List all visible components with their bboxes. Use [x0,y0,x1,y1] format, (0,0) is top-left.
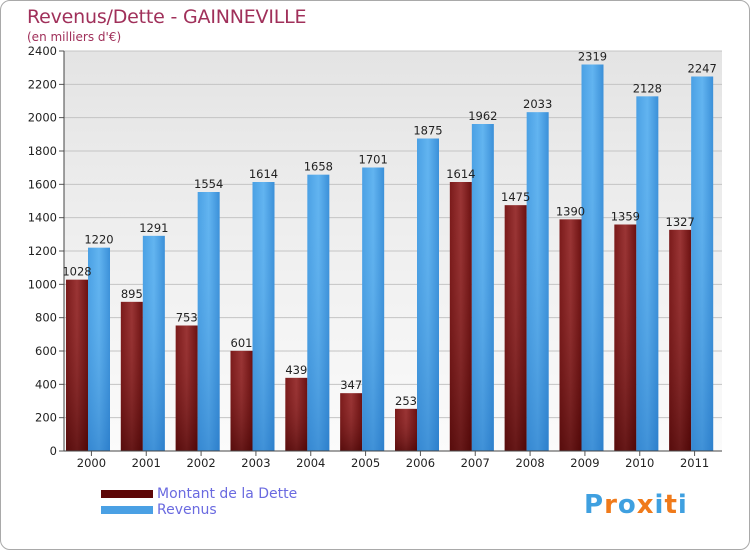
y-tick-label: 200 [35,411,57,425]
logo-letter: r [604,490,618,520]
y-tick-label: 1600 [28,177,57,191]
data-label-dette-2004: 439 [285,363,307,377]
data-label-revenus-2011: 2247 [688,62,717,76]
bar-shade-dette-2002 [175,325,198,451]
x-tick-label: 2010 [625,456,654,470]
x-tick-label: 2008 [515,456,544,470]
logo-letter: i [654,490,665,520]
bar-shade-dette-2011 [669,229,692,451]
y-tick-label: 1000 [28,277,57,291]
chart-title: Revenus/Dette - GAINNEVILLE [27,6,307,28]
bar-shade-revenus-2007 [471,124,494,451]
axes: 0 200 400 600 800 1000 1200 1400 1600 1800 2000 220… [28,44,722,470]
bar-shade-revenus-2003 [252,182,275,451]
bar-shade-dette-2009 [559,219,582,451]
bar-shade-dette-2001 [120,301,143,451]
data-label-revenus-2007: 1962 [468,109,497,123]
data-label-revenus-2001: 1291 [139,221,168,235]
data-label-revenus-2008: 2033 [523,97,552,111]
data-label-revenus-2005: 1701 [359,153,388,167]
data-label-dette-2011: 1327 [666,215,695,229]
x-tick-label: 2002 [186,456,215,470]
y-tick-label: 1400 [28,211,57,225]
x-tick-label: 2006 [406,456,435,470]
data-label-revenus-2000: 1220 [84,233,113,247]
logo-letter: x [636,490,655,520]
bar-shade-dette-2000 [66,279,88,451]
logo-letter: i [677,490,688,520]
x-tick-label: 2004 [296,456,325,470]
data-label-dette-2006: 253 [395,394,417,408]
x-tick-label: 2009 [570,456,599,470]
x-tick-label: 2000 [77,456,106,470]
y-tick-label: 2000 [28,111,57,125]
data-label-revenus-2009: 2319 [578,50,607,64]
logo-letter: o [617,490,637,520]
x-tick-label: 2011 [680,456,709,470]
data-label-revenus-2002: 1554 [194,177,223,191]
data-label-dette-2000: 1028 [62,265,91,279]
y-tick-label: 2200 [28,77,57,91]
data-label-dette-2002: 753 [176,311,198,325]
bar-shade-dette-2008 [504,205,527,451]
bar-shade-revenus-2004 [307,174,330,451]
x-tick-label: 2005 [351,456,380,470]
y-tick-label: 1800 [28,144,57,158]
bars [66,64,714,452]
data-label-dette-2003: 601 [231,336,253,350]
x-tick-label: 2003 [241,456,270,470]
bar-shade-revenus-2001 [142,235,165,451]
legend-label-revenus: Revenus [157,502,217,518]
y-tick-label: 400 [35,377,57,391]
bar-shade-revenus-2010 [636,96,659,451]
data-label-dette-2001: 895 [121,287,143,301]
bar-shade-revenus-2005 [362,167,385,451]
logo-letter: P [584,490,605,520]
bar-shade-dette-2006 [395,408,417,451]
bar-shade-revenus-2002 [197,192,220,451]
bar-shade-dette-2010 [614,224,637,451]
proxiti-logo: Proxiti [584,490,688,520]
y-tick-label: 800 [35,311,57,325]
data-labels: 1028 1220 895 1291 753 1554 601 1614 439 1658 347 1… [62,50,716,408]
bar-shade-revenus-2006 [417,138,439,451]
legend-swatch-dette [101,490,153,498]
data-label-revenus-2010: 2128 [633,81,662,95]
data-label-dette-2009: 1390 [556,204,585,218]
y-tick-label: 0 [50,444,57,458]
data-label-dette-2007: 1614 [446,167,475,181]
y-tick-label: 1200 [28,244,57,258]
gridlines [64,50,722,419]
chart-subtitle: (en milliers d'€) [27,30,122,44]
data-label-revenus-2004: 1658 [304,160,333,174]
bar-shade-revenus-2000 [88,247,110,451]
bar-shade-dette-2004 [285,377,308,451]
bar-shade-dette-2003 [230,350,253,451]
bar-shade-dette-2007 [449,182,472,451]
legend-swatch-revenus [101,506,153,514]
data-label-revenus-2006: 1875 [413,124,442,138]
logo-letter: t [664,490,678,520]
bar-shade-revenus-2011 [691,76,714,451]
data-label-dette-2008: 1475 [501,190,530,204]
bar-shade-revenus-2008 [526,112,549,452]
legend-label-dette: Montant de la Dette [157,486,298,502]
x-tick-label: 2007 [461,456,490,470]
data-label-revenus-2003: 1614 [249,167,278,181]
bar-shade-dette-2005 [340,393,363,451]
y-tick-label: 2400 [28,44,57,58]
data-label-dette-2010: 1359 [611,210,640,224]
x-tick-label: 2001 [132,456,161,470]
y-tick-label: 600 [35,344,57,358]
data-label-dette-2005: 347 [340,378,362,392]
bar-shade-revenus-2009 [581,64,604,451]
